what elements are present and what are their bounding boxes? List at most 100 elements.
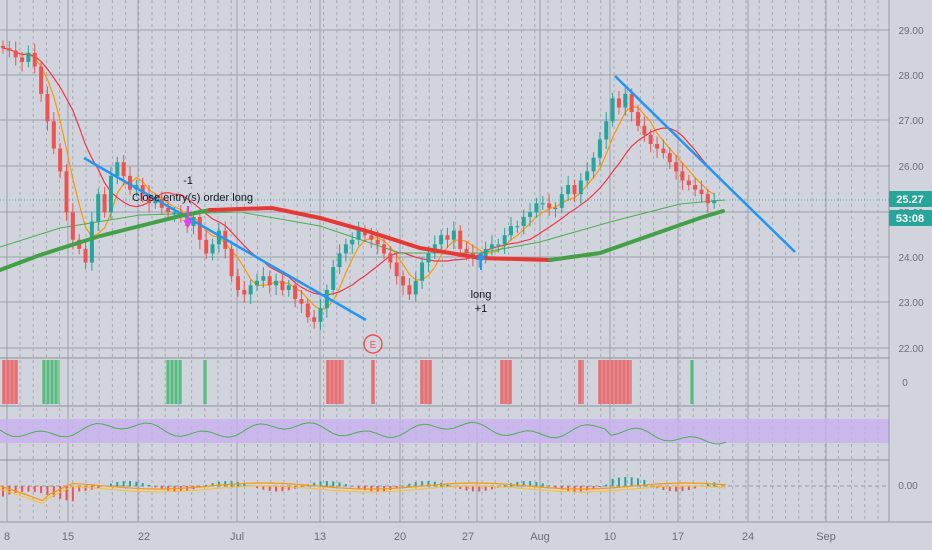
candle-body bbox=[420, 262, 425, 281]
macd-histogram-bar bbox=[668, 486, 671, 492]
pane1-tick-label: 0 bbox=[902, 378, 908, 389]
macd-histogram-bar bbox=[154, 486, 157, 488]
candle-body bbox=[559, 194, 564, 208]
candle-body bbox=[661, 148, 666, 154]
macd-histogram-bar bbox=[687, 486, 690, 491]
trendline-june[interactable] bbox=[83, 156, 367, 322]
time-tick-label: Sep bbox=[816, 531, 836, 543]
macd-histogram-bar bbox=[109, 483, 112, 487]
macd-histogram-bar bbox=[148, 484, 151, 487]
macd-histogram-bar bbox=[243, 483, 246, 487]
time-tick-label: Jul bbox=[230, 531, 244, 543]
macd-histogram-bar bbox=[268, 486, 271, 491]
macd-histogram-bar bbox=[605, 484, 608, 487]
candle-body bbox=[553, 207, 558, 210]
candle-body bbox=[305, 303, 310, 318]
macd-histogram-bar bbox=[33, 486, 36, 492]
candle-body bbox=[394, 262, 399, 277]
macd-histogram-bar bbox=[694, 486, 697, 489]
macd-histogram-bar bbox=[681, 486, 684, 492]
pane3-tick-label: 0.00 bbox=[898, 481, 918, 492]
candle-body bbox=[693, 185, 698, 190]
macd-histogram-bar bbox=[275, 486, 278, 492]
macd-histogram-bar bbox=[344, 484, 347, 487]
macd-histogram-bar bbox=[643, 479, 646, 487]
signal-bars-pane[interactable] bbox=[2, 360, 694, 404]
price-scale[interactable]: 29.0028.0027.0026.0025.0024.0023.0022.00… bbox=[888, 0, 932, 522]
trendline-august[interactable] bbox=[614, 75, 796, 253]
macd-histogram-bar bbox=[319, 481, 322, 487]
macd-histogram-bar bbox=[408, 483, 411, 487]
candle-body bbox=[261, 276, 266, 281]
candle-body bbox=[7, 48, 12, 51]
rsi-band bbox=[0, 419, 889, 443]
candle-body bbox=[121, 162, 126, 176]
price-pane[interactable]: -1 Close entry(s) order long long +1 E bbox=[0, 40, 889, 354]
candle-body bbox=[458, 230, 463, 249]
earnings-marker-icon[interactable] bbox=[363, 334, 383, 354]
candle-body bbox=[464, 248, 469, 254]
pane-separators bbox=[0, 357, 889, 461]
rsi-pane[interactable] bbox=[0, 419, 889, 445]
time-tick-label: 15 bbox=[62, 531, 74, 543]
macd-histogram-bar bbox=[592, 486, 595, 489]
candle-body bbox=[483, 248, 488, 258]
macd-histogram-bar bbox=[478, 486, 481, 492]
time-tick-label: 24 bbox=[742, 531, 754, 543]
macd-histogram-bar bbox=[256, 486, 258, 488]
candle-body bbox=[51, 121, 56, 149]
macd-histogram-bar bbox=[332, 481, 335, 487]
price-tick-label: 28.00 bbox=[898, 71, 923, 82]
macd-signal-line bbox=[0, 485, 727, 505]
macd-histogram-bar bbox=[14, 486, 17, 493]
candle-body bbox=[172, 212, 177, 214]
macd-histogram-bar bbox=[395, 486, 398, 489]
macd-histogram-bar bbox=[516, 481, 519, 487]
moving-averages bbox=[0, 47, 726, 311]
time-scale[interactable]: 8 15 22 Jul 13 20 27 Aug 10 17 24 Sep bbox=[0, 521, 932, 550]
candle-body bbox=[39, 66, 44, 94]
candle-body bbox=[566, 185, 571, 195]
candle-body bbox=[597, 139, 602, 158]
macd-histogram-bar bbox=[135, 481, 138, 487]
macd-pane[interactable] bbox=[0, 477, 889, 505]
candle-body bbox=[489, 244, 494, 249]
macd-histogram-bar bbox=[116, 482, 119, 487]
candle-body bbox=[699, 189, 704, 195]
signal-bar bbox=[42, 360, 60, 404]
candle-body bbox=[13, 50, 18, 58]
candle-body bbox=[331, 267, 336, 290]
macd-histogram-bar bbox=[84, 486, 87, 491]
candle-body bbox=[496, 244, 501, 246]
macd-histogram-bar bbox=[427, 481, 430, 487]
trendlines[interactable] bbox=[83, 75, 796, 322]
macd-histogram-bar bbox=[160, 486, 163, 490]
candle-body bbox=[445, 235, 450, 240]
macd-histogram-bar bbox=[338, 482, 341, 487]
candle-body bbox=[197, 216, 202, 240]
candle-body bbox=[267, 276, 272, 286]
candle-body bbox=[274, 280, 279, 286]
macd-histogram-bar bbox=[554, 486, 557, 488]
macd-histogram-bar bbox=[262, 486, 265, 490]
macd-histogram-bar bbox=[205, 484, 208, 487]
candle-body bbox=[108, 175, 113, 213]
candle-body bbox=[382, 244, 386, 254]
time-tick-label: 10 bbox=[604, 531, 616, 543]
candle-body bbox=[388, 253, 393, 263]
ma-long-up-segment bbox=[548, 209, 725, 262]
candle-body bbox=[343, 244, 348, 254]
time-tick-label: 22 bbox=[138, 531, 150, 543]
macd-histogram-bar bbox=[503, 485, 506, 487]
macd-histogram-bar bbox=[598, 486, 601, 487]
candle-body bbox=[515, 226, 520, 228]
candle-body bbox=[502, 235, 507, 245]
rsi-line bbox=[0, 421, 727, 445]
signal-bar bbox=[166, 360, 182, 404]
countdown-label: 53:08 bbox=[896, 213, 924, 225]
macd-histogram-bar bbox=[484, 486, 487, 491]
signal-bar bbox=[578, 360, 584, 404]
candle-body bbox=[509, 226, 513, 236]
